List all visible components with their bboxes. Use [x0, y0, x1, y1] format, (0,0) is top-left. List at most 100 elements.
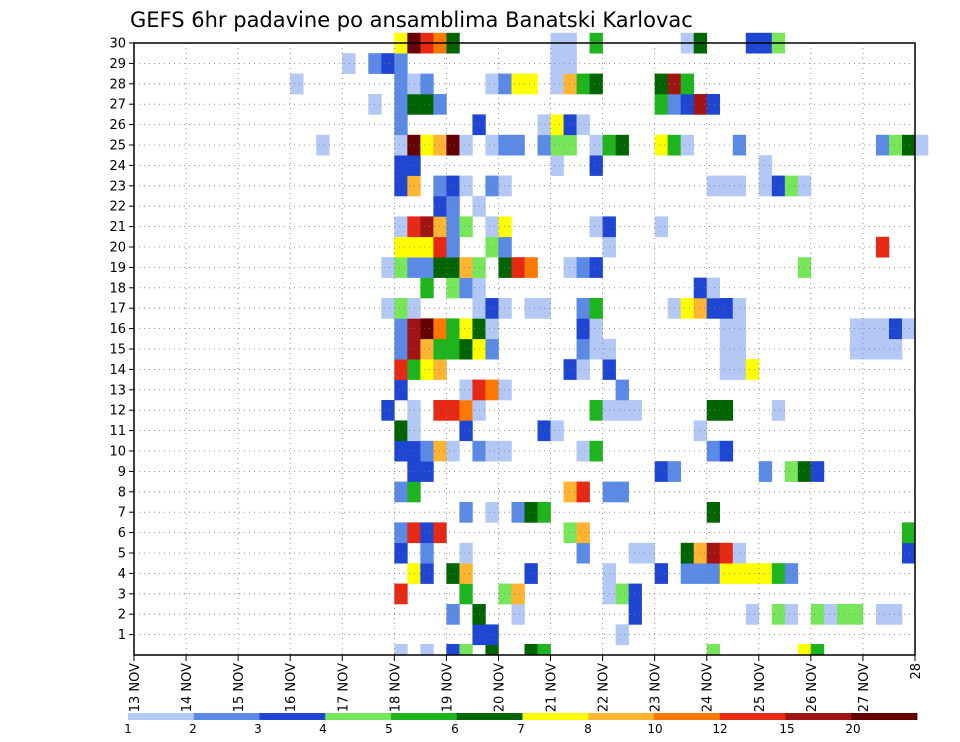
heatmap-cell [719, 338, 734, 360]
heatmap-cell [446, 134, 460, 156]
y-tick-label: 17 [109, 302, 126, 317]
heatmap-cell [823, 604, 838, 625]
heatmap-cell [706, 440, 721, 462]
heatmap-cell [446, 604, 460, 625]
heatmap-cell [758, 563, 773, 584]
legend-label: 4 [319, 722, 327, 736]
heatmap-cell [706, 400, 721, 421]
heatmap-cell [836, 604, 851, 625]
heatmap-cell [446, 440, 460, 462]
heatmap-cell [849, 318, 864, 340]
y-tick-label: 12 [109, 404, 126, 419]
heatmap-cell [433, 400, 447, 421]
legend-label: 15 [779, 722, 794, 736]
heatmap-cell [394, 175, 408, 197]
y-axis: 1234567891011121314151617181920212223242… [109, 37, 134, 643]
heatmap-cell [446, 400, 460, 421]
heatmap-cell [290, 73, 304, 95]
heatmap-cell [693, 420, 708, 442]
heatmap-cell [485, 624, 499, 646]
y-tick-label: 18 [109, 281, 126, 296]
heatmap-cell [420, 236, 434, 258]
heatmap-cell [706, 644, 721, 656]
heatmap-cell [719, 440, 734, 462]
x-tick-label: 26 NOV [805, 663, 820, 712]
heatmap-cell [654, 73, 668, 95]
y-tick-label: 26 [109, 118, 126, 133]
heatmap-cell [641, 542, 655, 564]
heatmap-cell [758, 461, 773, 482]
heatmap-cell [693, 298, 708, 319]
legend-label: 6 [451, 722, 459, 736]
heatmap-cell [693, 542, 708, 564]
heatmap-cell [498, 73, 512, 95]
heatmap-cell [433, 134, 447, 156]
heatmap-cell [420, 563, 434, 584]
heatmap-cell [615, 134, 629, 156]
heatmap-cell [420, 134, 434, 156]
legend-label: 7 [517, 722, 525, 736]
heatmap-cell [433, 216, 447, 238]
heatmap-cell [563, 359, 577, 380]
heatmap-cell [693, 277, 708, 299]
heatmap-cell [420, 318, 434, 340]
y-tick-label: 27 [109, 98, 126, 113]
heatmap-cell [420, 216, 434, 238]
heatmap-cell [459, 563, 473, 584]
x-tick-label: 17 NOV [336, 663, 351, 712]
heatmap-cell [719, 563, 734, 584]
heatmap-cell [875, 338, 890, 360]
heatmap-cell [459, 583, 473, 605]
legend-label: 1 [124, 722, 132, 736]
heatmap-cell [706, 298, 721, 319]
heatmap-cell [485, 502, 499, 523]
heatmap-cell [745, 563, 760, 584]
heatmap-cell [680, 94, 695, 115]
heatmap-cell [576, 522, 590, 544]
heatmap-cell [784, 604, 799, 625]
heatmap-cell [589, 440, 603, 462]
heatmap-cell [498, 134, 512, 156]
heatmap-cell [511, 73, 525, 95]
y-tick-label: 15 [109, 343, 126, 358]
heatmap-cell [706, 175, 721, 197]
heatmap-cell [654, 94, 668, 115]
heatmap-cell [394, 155, 408, 176]
heatmap-cell [615, 481, 629, 503]
heatmap-cell [771, 175, 786, 197]
legend-swatch [193, 713, 260, 720]
heatmap-cell [459, 542, 473, 564]
heatmap-cell [550, 134, 564, 156]
heatmap-cell [459, 134, 473, 156]
heatmap-cell [459, 420, 473, 442]
heatmap-cell [420, 94, 434, 115]
heatmap-cell [563, 481, 577, 503]
heatmap-cell [589, 216, 603, 238]
heatmap-cell [719, 318, 734, 340]
legend-swatch [325, 713, 392, 720]
legend-swatch [456, 713, 523, 720]
heatmap-cell [498, 379, 512, 401]
heatmap-cell [719, 400, 734, 421]
legend-swatch [719, 713, 786, 720]
x-tick-label: 18 NOV [388, 663, 403, 712]
heatmap-cell [550, 73, 564, 95]
y-tick-label: 23 [109, 179, 126, 194]
heatmap-cell [706, 542, 721, 564]
heatmap-cell [719, 542, 734, 564]
x-tick-label: 25 NOV [753, 663, 768, 712]
legend-swatch [522, 713, 589, 720]
heatmap-cell [628, 604, 642, 625]
heatmap-cell [550, 420, 564, 442]
legend-label: 8 [584, 722, 592, 736]
heatmap-cell [394, 481, 408, 503]
heatmap-cell [524, 644, 538, 656]
heatmap-cell [433, 94, 447, 115]
heatmap-cell [563, 53, 577, 74]
heatmap-cell [680, 542, 695, 564]
y-tick-label: 8 [118, 485, 126, 500]
y-tick-label: 22 [109, 200, 126, 215]
y-tick-label: 4 [118, 567, 126, 582]
heatmap-cell [706, 277, 721, 299]
